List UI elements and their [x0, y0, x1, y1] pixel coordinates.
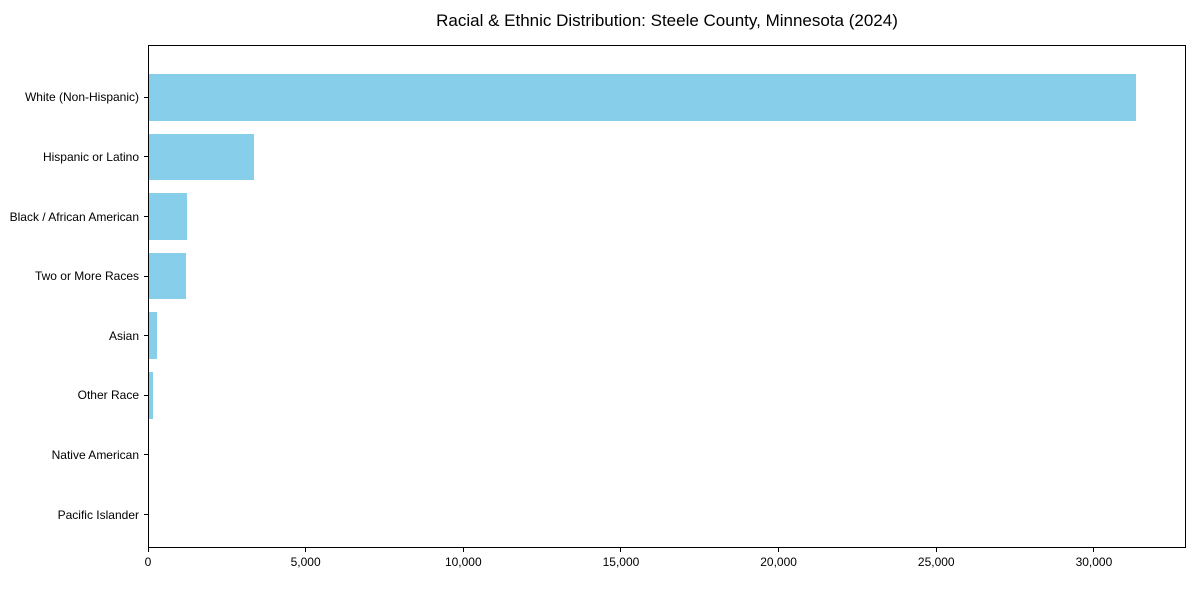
- y-axis-tick: [144, 454, 148, 456]
- y-axis-label: Native American: [51, 447, 139, 462]
- x-axis-tick: [305, 548, 307, 552]
- chart-title: Racial & Ethnic Distribution: Steele Cou…: [436, 11, 898, 30]
- y-axis-label: Two or More Races: [34, 269, 139, 284]
- plot-area: [148, 45, 1186, 548]
- x-axis-tick-label: 25,000: [917, 555, 955, 569]
- x-axis-tick: [778, 548, 780, 552]
- x-axis-tick-label: 5,000: [290, 555, 321, 569]
- x-axis-tick-label: 30,000: [1075, 555, 1113, 569]
- y-axis-label: Black / African American: [9, 209, 139, 224]
- y-axis-tick: [144, 514, 148, 515]
- y-axis-tick: [144, 96, 148, 98]
- x-axis-tick-label: 0: [144, 555, 152, 569]
- bar: [148, 193, 187, 240]
- y-axis-label: White (Non-Hispanic): [24, 90, 139, 105]
- bar: [148, 252, 186, 300]
- y-axis-tick: [144, 216, 148, 217]
- x-axis-tick-label: 15,000: [602, 555, 640, 569]
- x-axis-tick: [935, 548, 937, 552]
- bar: [148, 312, 157, 359]
- x-axis-tick-label: 20,000: [760, 555, 797, 569]
- y-axis-tick: [144, 335, 148, 337]
- y-axis-tick: [144, 394, 148, 396]
- y-axis-label: Other Race: [77, 388, 139, 403]
- bar: [148, 372, 154, 419]
- x-axis-tick: [462, 548, 464, 552]
- y-axis-label: Pacific Islander: [57, 507, 139, 522]
- y-axis-label: Asian: [108, 328, 139, 343]
- y-axis-tick: [144, 156, 148, 158]
- x-axis-tick: [620, 548, 622, 552]
- bar: [148, 74, 1137, 121]
- y-axis-tick: [144, 275, 148, 277]
- y-axis-label: Hispanic or Latino: [42, 149, 139, 164]
- bar: [148, 133, 254, 181]
- x-axis-tick: [1093, 548, 1095, 552]
- x-axis-tick: [147, 548, 149, 552]
- x-axis-tick-label: 10,000: [444, 555, 482, 569]
